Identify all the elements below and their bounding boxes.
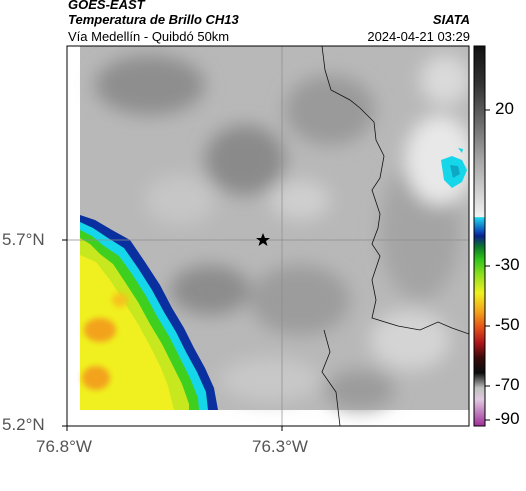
deep-convection-cloud [80, 215, 218, 410]
map-frame [66, 45, 470, 427]
region-label: Vía Medellín - Quibdó 50km [68, 29, 230, 44]
brand-label: SIATA [432, 12, 470, 27]
department-border [321, 46, 469, 335]
satellite-name: GOES-EAST [68, 0, 145, 12]
timestamp: 2024-04-21 03:29 [367, 29, 470, 44]
colorbar-tick-label: -30 [495, 255, 520, 274]
department-border-south [321, 329, 341, 426]
star-icon [256, 233, 270, 246]
colorbar-tick-label: 20 [495, 99, 514, 118]
lon-tick-label: 76.3°W [252, 437, 308, 456]
lon-tick-label: 76.8°W [36, 437, 92, 456]
product-title: Temperatura de Brillo CH13 [68, 12, 239, 27]
lat-tick-label: 5.7°N [2, 230, 45, 249]
lat-tick-label: 5.2°N [2, 415, 45, 434]
colorbar-tick-label: -90 [495, 409, 520, 428]
colorbar-tick-label: -50 [495, 315, 520, 334]
colorbar-tick-label: -70 [495, 375, 520, 394]
colorbar-scale [473, 45, 486, 427]
